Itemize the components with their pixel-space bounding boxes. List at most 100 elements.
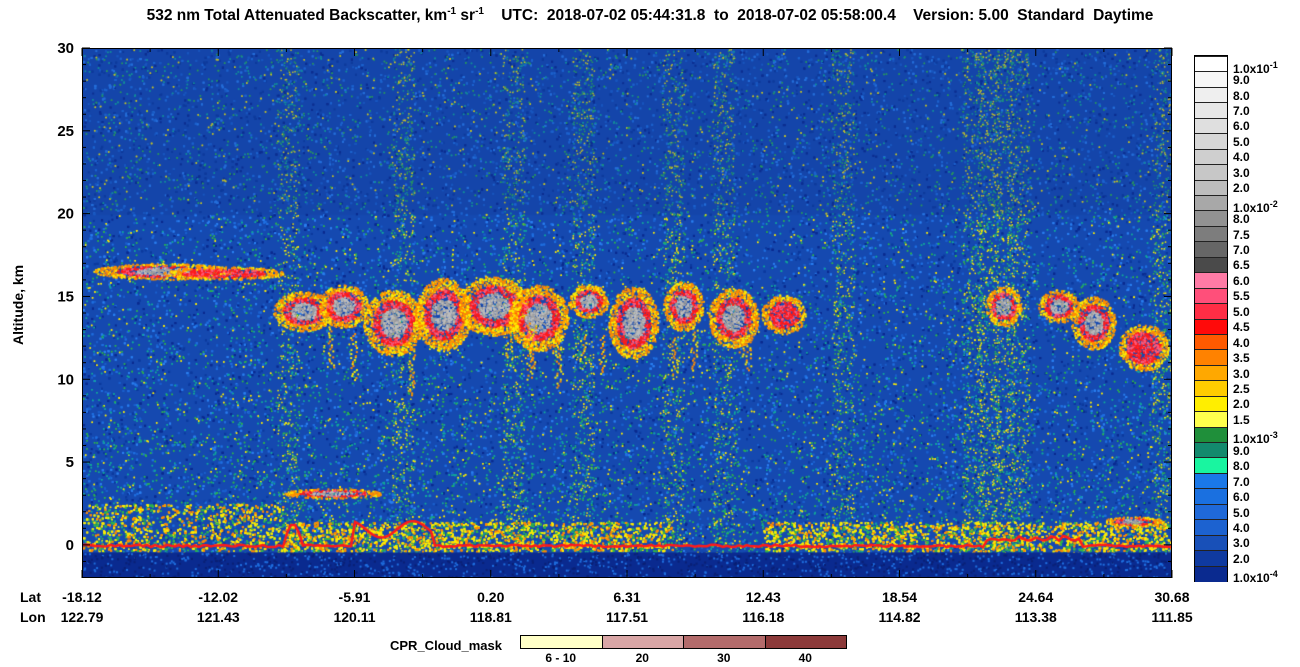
colorbar-label: 1.0x10-1 bbox=[1233, 59, 1278, 76]
x-tick-label-lat: 12.43 bbox=[745, 589, 781, 605]
colorbar-cell bbox=[1195, 472, 1227, 489]
colorbar-cell bbox=[1195, 488, 1227, 505]
colorbar-label: 3.0 bbox=[1233, 366, 1250, 381]
colorbar-label: 3.5 bbox=[1233, 351, 1250, 366]
colorbar-cell bbox=[1195, 550, 1227, 567]
cpr-legend-box bbox=[601, 635, 684, 649]
y-axis-label: Altitude, km bbox=[10, 264, 26, 345]
colorbar-cell bbox=[1195, 210, 1227, 227]
y-tick-label: 25 bbox=[57, 123, 74, 140]
x-tick-label-lon: 120.11 bbox=[333, 609, 376, 625]
colorbar-cell bbox=[1195, 241, 1227, 258]
y-tick-label: 15 bbox=[57, 288, 74, 305]
y-tick-label: 10 bbox=[57, 371, 74, 388]
colorbar-label: 2.5 bbox=[1233, 381, 1250, 396]
colorbar-label: 8.0 bbox=[1233, 459, 1250, 474]
colorbar-label: 9.0 bbox=[1233, 73, 1250, 88]
x-tick-label-lat: -12.02 bbox=[198, 589, 239, 605]
x-tick-label-lat: 30.68 bbox=[1154, 589, 1190, 605]
colorbar bbox=[1194, 55, 1228, 582]
x-tick-label-lat: 0.20 bbox=[477, 589, 505, 605]
x-tick-label-lat: -18.12 bbox=[62, 589, 102, 605]
colorbar-cell bbox=[1195, 133, 1227, 150]
colorbar-cell bbox=[1195, 225, 1227, 242]
y-tick-label: 20 bbox=[57, 206, 74, 223]
colorbar-label: 4.5 bbox=[1233, 320, 1250, 335]
colorbar-label: 7.5 bbox=[1233, 227, 1250, 242]
colorbar-cell bbox=[1195, 411, 1227, 428]
colorbar-label: 1.0x10-4 bbox=[1233, 569, 1278, 586]
cpr-legend-box bbox=[764, 635, 847, 649]
y-tick-label: 5 bbox=[66, 454, 74, 471]
colorbar-cell bbox=[1195, 287, 1227, 304]
colorbar-label: 2.0 bbox=[1233, 551, 1250, 566]
colorbar-label: 4.0 bbox=[1233, 520, 1250, 535]
colorbar-cell bbox=[1195, 565, 1227, 582]
colorbar-label: 8.0 bbox=[1233, 212, 1250, 227]
colorbar-cell bbox=[1195, 457, 1227, 474]
x-tick-label-lon: 116.18 bbox=[742, 609, 785, 625]
colorbar-cell bbox=[1195, 272, 1227, 289]
cpr-legend-label: 30 bbox=[717, 651, 731, 665]
colorbar-cell bbox=[1195, 303, 1227, 320]
cpr-legend-box bbox=[520, 635, 603, 649]
cpr-legend-label: 6 - 10 bbox=[545, 651, 577, 665]
colorbar-cell bbox=[1195, 426, 1227, 443]
cpr-legend-box bbox=[683, 635, 766, 649]
colorbar-label: 1.5 bbox=[1233, 412, 1250, 427]
colorbar-label: 7.0 bbox=[1233, 243, 1250, 257]
colorbar-label: 5.0 bbox=[1233, 304, 1250, 319]
colorbar-label: 8.0 bbox=[1233, 88, 1250, 103]
colorbar-label: 1.0x10-2 bbox=[1233, 198, 1278, 215]
x-tick-label-lat: 6.31 bbox=[613, 589, 641, 605]
x-tick-label-lon: 122.79 bbox=[60, 609, 104, 625]
x-tick-label-lat: 24.64 bbox=[1018, 589, 1054, 605]
backscatter-heatmap-plot bbox=[82, 48, 1172, 578]
x-tick-label-lon: 111.85 bbox=[1151, 609, 1193, 625]
colorbar-label: 2.0 bbox=[1233, 397, 1250, 412]
colorbar-cell bbox=[1195, 71, 1227, 88]
colorbar-cell bbox=[1195, 395, 1227, 412]
colorbar-cell bbox=[1195, 102, 1227, 119]
colorbar-label: 3.0 bbox=[1233, 165, 1250, 180]
colorbar-cell bbox=[1195, 179, 1227, 196]
y-tick-label: 30 bbox=[57, 40, 74, 57]
colorbar-label: 4.0 bbox=[1233, 150, 1250, 165]
colorbar-cell bbox=[1195, 333, 1227, 350]
colorbar-cell bbox=[1195, 442, 1227, 459]
cpr-legend-label: 40 bbox=[798, 651, 812, 665]
colorbar-label: 5.5 bbox=[1233, 289, 1250, 304]
colorbar-label: 6.5 bbox=[1233, 258, 1250, 273]
colorbar-cell bbox=[1195, 56, 1227, 73]
cpr-legend-label: 20 bbox=[635, 651, 649, 665]
y-tick-label: 0 bbox=[66, 537, 74, 554]
colorbar-cell bbox=[1195, 194, 1227, 211]
colorbar-label: 5.0 bbox=[1233, 505, 1250, 520]
cpr-legend-title: CPR_Cloud_mask bbox=[390, 638, 502, 653]
colorbar-label: 5.0 bbox=[1233, 134, 1250, 149]
colorbar-label: 6.0 bbox=[1233, 273, 1250, 288]
x-tick-label-lat: 18.54 bbox=[881, 589, 918, 605]
lon-row-header: Lon bbox=[20, 609, 46, 625]
colorbar-label: 4.0 bbox=[1233, 335, 1250, 350]
colorbar-label: 2.0 bbox=[1233, 181, 1250, 196]
x-tick-label-lon: 118.81 bbox=[469, 609, 512, 625]
colorbar-cell bbox=[1195, 117, 1227, 134]
colorbar-label: 7.0 bbox=[1233, 104, 1250, 119]
colorbar-label: 7.0 bbox=[1233, 474, 1250, 489]
colorbar-cell bbox=[1195, 503, 1227, 520]
colorbar-cell bbox=[1195, 534, 1227, 551]
colorbar-cell bbox=[1195, 380, 1227, 397]
backscatter-heatmap-canvas bbox=[83, 49, 1171, 577]
colorbar-cell bbox=[1195, 86, 1227, 103]
colorbar-label: 6.0 bbox=[1233, 119, 1250, 134]
x-tick-label-lon: 121.43 bbox=[196, 609, 240, 625]
colorbar-cell bbox=[1195, 519, 1227, 536]
colorbar-label: 1.0x10-3 bbox=[1233, 430, 1278, 447]
colorbar-label: 3.0 bbox=[1233, 536, 1250, 551]
chart-title: 532 nm Total Attenuated Backscatter, km-… bbox=[146, 6, 1154, 25]
lat-row-header: Lat bbox=[20, 589, 41, 605]
colorbar-cell bbox=[1195, 164, 1227, 181]
colorbar-cell bbox=[1195, 364, 1227, 381]
